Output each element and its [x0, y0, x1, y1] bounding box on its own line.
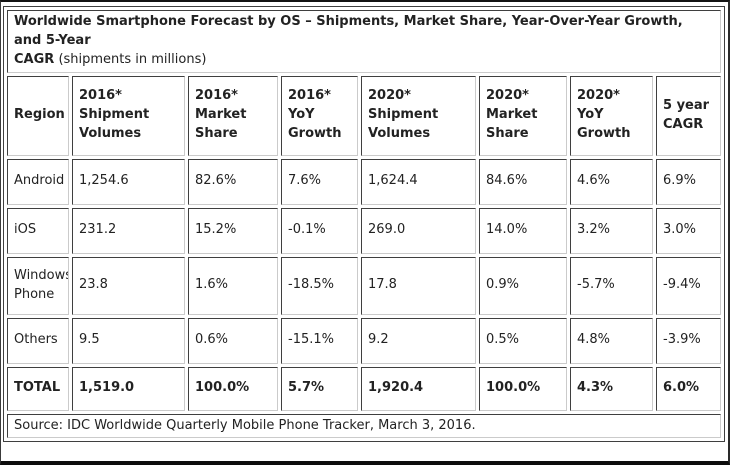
column-header-2016-share: 2016* Market Share — [188, 75, 278, 156]
table-row-ios: iOS 231.2 15.2% -0.1% 269.0 14.0% 3.2% 3… — [7, 207, 721, 254]
title-row: Worldwide Smartphone Forecast by OS – Sh… — [7, 10, 721, 73]
value-cell: 3.2% — [570, 207, 653, 254]
source-note: Source: IDC Worldwide Quarterly Mobile P… — [7, 413, 721, 439]
value-cell: 1,624.4 — [361, 158, 476, 205]
value-cell: 9.2 — [361, 317, 476, 364]
value-cell: 14.0% — [479, 207, 567, 254]
value-cell: 0.5% — [479, 317, 567, 364]
value-cell: 269.0 — [361, 207, 476, 254]
table-title-line1: Worldwide Smartphone Forecast by OS – Sh… — [14, 14, 683, 48]
value-cell: -9.4% — [656, 256, 721, 315]
total-value-cell: 100.0% — [188, 366, 278, 411]
table-row-android: Android 1,254.6 82.6% 7.6% 1,624.4 84.6%… — [7, 158, 721, 205]
table-title-cell: Worldwide Smartphone Forecast by OS – Sh… — [7, 10, 721, 73]
value-cell: 231.2 — [72, 207, 185, 254]
value-cell: -0.1% — [281, 207, 358, 254]
column-header-2020-yoy: 2020* YoY Growth — [570, 75, 653, 156]
total-value-cell: 5.7% — [281, 366, 358, 411]
value-cell: 9.5 — [72, 317, 185, 364]
value-cell: -3.9% — [656, 317, 721, 364]
value-cell: -5.7% — [570, 256, 653, 315]
value-cell: -18.5% — [281, 256, 358, 315]
forecast-table: Worldwide Smartphone Forecast by OS – Sh… — [3, 6, 725, 443]
value-cell: -15.1% — [281, 317, 358, 364]
value-cell: 7.6% — [281, 158, 358, 205]
total-value-cell: 1,920.4 — [361, 366, 476, 411]
value-cell: 82.6% — [188, 158, 278, 205]
column-header-2020-share: 2020* Market Share — [479, 75, 567, 156]
table-title-note: (shipments in millions) — [58, 51, 207, 67]
total-value-cell: 6.0% — [656, 366, 721, 411]
header-row: Region 2016* Shipment Volumes 2016* Mark… — [7, 75, 721, 156]
value-cell: 3.0% — [656, 207, 721, 254]
value-cell: 6.9% — [656, 158, 721, 205]
value-cell: 4.6% — [570, 158, 653, 205]
value-cell: 1.6% — [188, 256, 278, 315]
region-cell: Others — [7, 317, 69, 364]
region-cell: Android — [7, 158, 69, 205]
value-cell: 23.8 — [72, 256, 185, 315]
value-cell: 15.2% — [188, 207, 278, 254]
region-cell: iOS — [7, 207, 69, 254]
table-row-windows-phone: Windows Phone 23.8 1.6% -18.5% 17.8 0.9%… — [7, 256, 721, 315]
total-value-cell: 4.3% — [570, 366, 653, 411]
total-value-cell: 1,519.0 — [72, 366, 185, 411]
column-header-2020-shipments: 2020* Shipment Volumes — [361, 75, 476, 156]
value-cell: 0.6% — [188, 317, 278, 364]
column-header-region: Region — [7, 75, 69, 156]
table-row-total: TOTAL 1,519.0 100.0% 5.7% 1,920.4 100.0%… — [7, 366, 721, 411]
table-row-others: Others 9.5 0.6% -15.1% 9.2 0.5% 4.8% -3.… — [7, 317, 721, 364]
table-title-line2: CAGR — [14, 51, 55, 67]
column-header-2016-shipments: 2016* Shipment Volumes — [72, 75, 185, 156]
total-label-cell: TOTAL — [7, 366, 69, 411]
source-row: Source: IDC Worldwide Quarterly Mobile P… — [7, 413, 721, 439]
total-value-cell: 100.0% — [479, 366, 567, 411]
region-cell: Windows Phone — [7, 256, 69, 315]
value-cell: 0.9% — [479, 256, 567, 315]
value-cell: 84.6% — [479, 158, 567, 205]
value-cell: 17.8 — [361, 256, 476, 315]
column-header-cagr: 5 year CAGR — [656, 75, 721, 156]
value-cell: 4.8% — [570, 317, 653, 364]
value-cell: 1,254.6 — [72, 158, 185, 205]
column-header-2016-yoy: 2016* YoY Growth — [281, 75, 358, 156]
